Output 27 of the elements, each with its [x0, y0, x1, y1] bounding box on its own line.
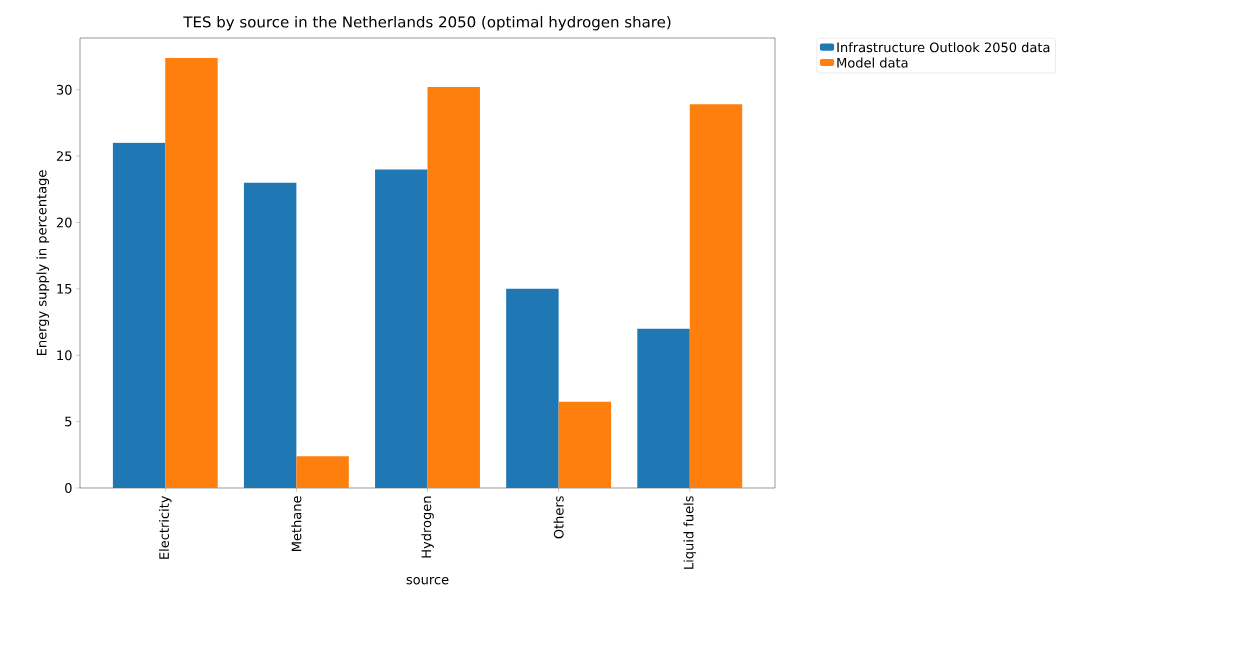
y-tick-label: 10	[57, 350, 72, 361]
x-tick-label: Electricity	[158, 495, 172, 559]
y-tick-label: 25	[56, 151, 72, 162]
x-axis-title: source	[406, 576, 449, 585]
bar	[689, 104, 743, 488]
y-tick-label: 15	[57, 284, 72, 294]
x-tick-label: Hydrogen	[421, 496, 434, 558]
y-tick-label: 5	[65, 416, 72, 427]
bar	[243, 182, 297, 488]
x-tick-label: Others	[553, 496, 564, 539]
bar	[112, 142, 166, 488]
x-tick-label: Methane	[291, 496, 302, 551]
bar	[558, 401, 612, 488]
bar	[506, 288, 559, 488]
y-axis-title: Energy supply in percentage	[36, 170, 50, 356]
legend-label: Model data	[837, 57, 908, 68]
bar	[296, 456, 349, 488]
y-tick-label: 20	[56, 217, 72, 228]
chart-title: TES by source in the Netherlands 2050 (optimal hydrogen share)	[183, 15, 671, 31]
bar	[637, 328, 690, 488]
bar	[165, 57, 218, 488]
legend-label: Infrastructure Outlook 2050 data	[837, 42, 1050, 53]
y-tick-label: 30	[56, 84, 72, 95]
bar	[375, 169, 428, 488]
bar	[427, 87, 480, 488]
y-tick-label: 0	[65, 483, 72, 493]
x-tick-label: Liquid fuels	[683, 496, 697, 569]
